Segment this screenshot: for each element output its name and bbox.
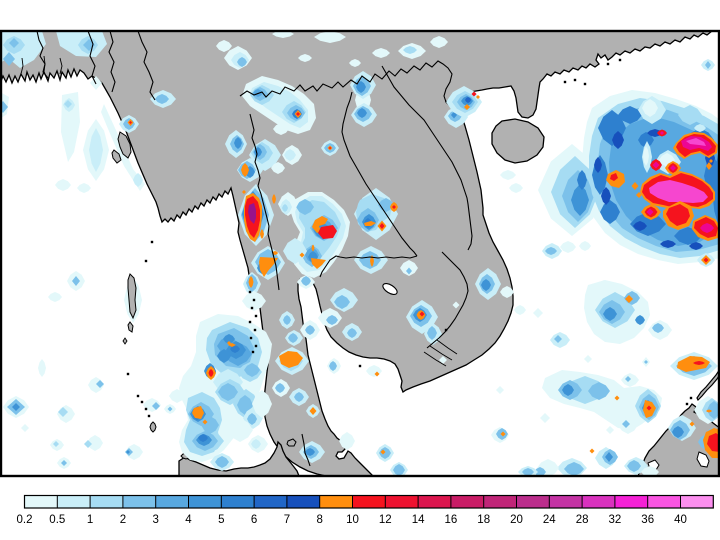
svg-text:18: 18 bbox=[477, 514, 490, 526]
svg-text:5: 5 bbox=[218, 514, 224, 526]
svg-text:20: 20 bbox=[510, 514, 523, 526]
svg-text:24: 24 bbox=[543, 514, 556, 526]
svg-text:1: 1 bbox=[87, 514, 93, 526]
svg-text:4: 4 bbox=[185, 514, 192, 526]
svg-text:14: 14 bbox=[412, 514, 425, 526]
svg-text:3: 3 bbox=[152, 514, 158, 526]
svg-text:40: 40 bbox=[674, 514, 687, 526]
svg-text:16: 16 bbox=[445, 514, 458, 526]
svg-text:7: 7 bbox=[284, 514, 290, 526]
svg-text:8: 8 bbox=[316, 514, 322, 526]
svg-text:28: 28 bbox=[576, 514, 589, 526]
svg-text:2: 2 bbox=[120, 514, 126, 526]
svg-text:0.5: 0.5 bbox=[49, 514, 65, 526]
svg-text:0.2: 0.2 bbox=[17, 514, 33, 526]
svg-text:6: 6 bbox=[251, 514, 257, 526]
svg-text:32: 32 bbox=[609, 514, 622, 526]
svg-text:12: 12 bbox=[379, 514, 392, 526]
svg-text:36: 36 bbox=[641, 514, 654, 526]
svg-text:10: 10 bbox=[346, 514, 359, 526]
